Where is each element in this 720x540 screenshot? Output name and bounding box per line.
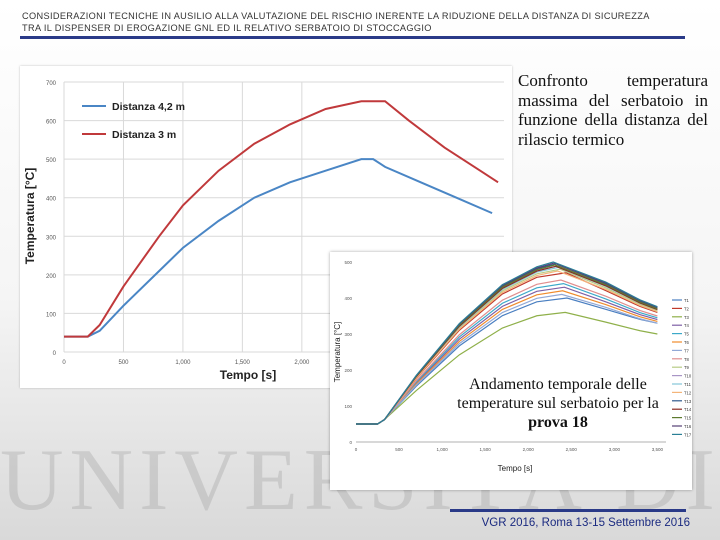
x-tick-label: 500 (118, 360, 129, 366)
legend-label-t11: T11 (684, 382, 692, 387)
legend-label-t4: T4 (684, 323, 690, 328)
chart-test-18-svg: 0 100 200 300 400 500 0 500 1,000 1,500 2,000 2,500… (333, 260, 692, 473)
y-tick-label: 200 (344, 368, 352, 373)
legend-label-t6: T6 (684, 340, 690, 345)
series-line-2 (64, 100, 499, 338)
legend-label-t16: T16 (684, 424, 692, 429)
caption-chart-test-18: Andamento temporale delle temperature su… (452, 375, 664, 432)
x-tick-label: 2,500 (566, 447, 578, 452)
x-tick-label: 1,500 (235, 360, 251, 366)
caption-chart-distance: Confronto temperatura massima del serbat… (518, 71, 708, 149)
x-tick-label: 1,000 (175, 360, 191, 366)
caption-chart-test-18-bold: prova 18 (528, 414, 588, 431)
y-tick-label: 300 (344, 332, 352, 337)
chart-distance-comparison-svg: 0 100 200 300 400 500 600 700 0 500 1,000 1,500 2,00… (23, 81, 504, 382)
slide-title-line-1: CONSIDERAZIONI TECNICHE IN AUSILIO ALLA … (22, 11, 650, 21)
legend-label-t7: T7 (684, 348, 690, 353)
y-tick-label: 400 (344, 296, 352, 301)
y-tick-label: 500 (46, 158, 57, 164)
legend-label-t3: T3 (684, 315, 690, 320)
footer-conference: VGR 2016, Roma 13-15 Settembre 2016 (481, 517, 690, 529)
legend-label-t2: T2 (684, 306, 690, 311)
legend-label-t14: T14 (684, 407, 692, 412)
slide-title: CONSIDERAZIONI TECNICHE IN AUSILIO ALLA … (22, 10, 692, 34)
y-axis-title: Temperatura [°C] (23, 168, 37, 265)
x-axis-title: Tempo [s] (498, 464, 533, 473)
legend-label-t1: T1 (684, 298, 690, 303)
footer-divider (450, 509, 686, 512)
y-tick-label: 700 (46, 81, 57, 87)
legend-label-t9: T9 (684, 365, 690, 370)
x-tick-label: 2,000 (294, 360, 310, 366)
legend-label-t15: T15 (684, 416, 692, 421)
y-tick-label: 400 (46, 197, 57, 203)
y-tick-label: 600 (46, 120, 57, 126)
slide-title-line-2: TRA IL DISPENSER DI EROGAZIONE GNL ED IL… (22, 23, 432, 33)
y-tick-label: 0 (349, 440, 352, 445)
x-tick-label: 0 (355, 447, 358, 452)
x-axis-title: Tempo [s] (220, 368, 276, 382)
x-tick-label: 1,000 (436, 447, 448, 452)
y-axis-title: Temperatura [°C] (333, 322, 342, 383)
y-tick-label: 100 (46, 312, 57, 318)
x-tick-label: 3,500 (652, 447, 664, 452)
series-line-t17 (356, 261, 658, 425)
legend-label-t17: T17 (684, 432, 692, 437)
legend-label-t13: T13 (684, 399, 692, 404)
x-tick-label: 3,000 (609, 447, 621, 452)
y-tick-label: 500 (344, 260, 352, 265)
y-tick-label: 100 (344, 404, 352, 409)
x-tick-label: 500 (395, 447, 403, 452)
legend-label-t12: T12 (684, 390, 692, 395)
legend-label-t8: T8 (684, 357, 690, 362)
y-tick-label: 200 (46, 274, 57, 280)
legend-label-t5: T5 (684, 332, 690, 337)
header-divider (20, 36, 685, 39)
chart-test-18: 0 100 200 300 400 500 0 500 1,000 1,500 2,000 2,500… (330, 252, 692, 490)
x-tick-label: 1,500 (480, 447, 492, 452)
legend-label-t10: T10 (684, 374, 692, 379)
y-tick-label: 0 (53, 351, 57, 357)
x-tick-label: 2,000 (523, 447, 535, 452)
y-tick-label: 300 (46, 235, 57, 241)
series-line-1 (64, 158, 493, 338)
x-tick-label: 0 (62, 360, 66, 366)
legend-label-1: Distanza 4,2 m (112, 101, 185, 113)
legend-label-2: Distanza 3 m (112, 129, 176, 141)
caption-chart-test-18-text: Andamento temporale delle temperature su… (457, 376, 659, 412)
